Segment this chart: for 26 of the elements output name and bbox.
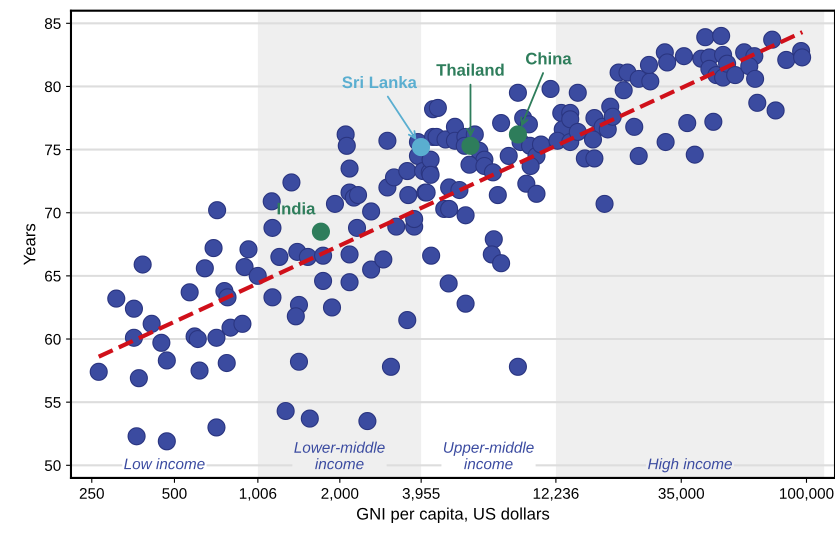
y-tick-label: 60 [45, 334, 61, 345]
x-tick-label: 500 [162, 488, 187, 499]
x-tick-label: 100,000 [780, 488, 834, 501]
text: Thailand [436, 64, 504, 76]
text: China [526, 52, 572, 64]
band-label: High income [648, 458, 732, 472]
x-tick-label: 12,236 [534, 488, 579, 501]
y-tick-label: 55 [44, 397, 61, 408]
y-axis-title: Years [24, 224, 36, 265]
text: Sri Lanka [342, 76, 417, 88]
x-tick-label: 250 [80, 488, 104, 499]
y-tick-label: 85 [44, 18, 61, 29]
x-tick-label: 3,955 [402, 488, 440, 501]
series-label: India [278, 202, 316, 214]
x-tick-label: 1,006 [240, 488, 276, 501]
x-axis-title: GNI per capita, US dollars [357, 507, 550, 523]
y-tick-label: 75 [45, 144, 61, 156]
annotation: Upper-middle income [444, 442, 534, 470]
band-label: Lower-middle income [294, 442, 385, 470]
x-tick-label: 2,000 [321, 488, 358, 501]
y-tick-label: 50 [44, 460, 61, 471]
annotation: Low income [124, 458, 205, 470]
y-tick-label: 80 [44, 81, 61, 92]
y-tick-label: 70 [45, 208, 61, 218]
y-tick-label: 65 [45, 270, 61, 282]
x-tick-label: 35,000 [658, 488, 704, 501]
